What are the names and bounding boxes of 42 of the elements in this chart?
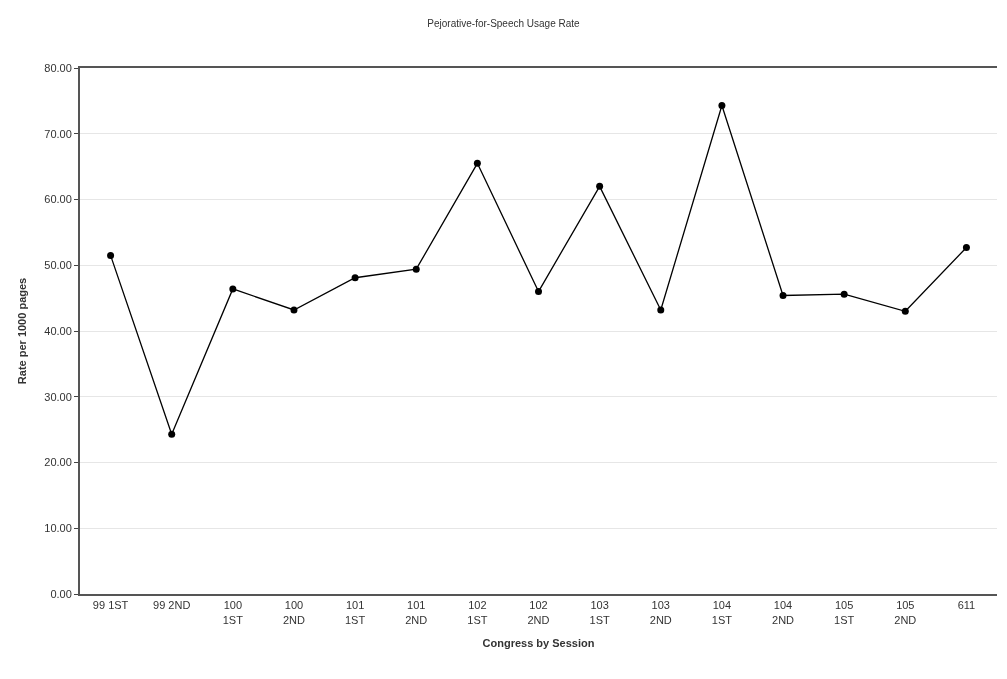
y-tick-label: 30.00	[44, 390, 72, 403]
x-tick-label: 99 1ST	[92, 599, 129, 612]
x-tick-label: 611	[957, 599, 976, 612]
y-tick-label: 60.00	[44, 193, 72, 206]
point	[535, 288, 542, 296]
x-tick-label: 101 2ND	[405, 599, 428, 626]
y-tick-label: 40.00	[44, 324, 72, 337]
x-tick-label: 105 2ND	[894, 599, 917, 626]
point	[779, 292, 787, 299]
y-tick-label: 20.00	[44, 456, 72, 469]
point	[718, 101, 726, 109]
point	[840, 290, 848, 298]
x-tick-label: 103 2ND	[649, 599, 672, 626]
x-tick-label: 102 2ND	[527, 599, 550, 626]
x-tick-label: 104 2ND	[772, 599, 795, 626]
point	[596, 182, 604, 190]
x-tick-label: 99 2ND	[153, 599, 191, 612]
x-tick-label: 102 1ST	[467, 599, 488, 626]
y-tick-label: 80.00	[44, 61, 72, 74]
point	[901, 307, 909, 315]
point	[168, 430, 176, 438]
y-tick-label: 10.00	[44, 522, 72, 535]
y-tick-label: 0.00	[50, 587, 72, 600]
x-tick-label: 105 1ST	[834, 599, 855, 626]
x-tick-label: 101 1ST	[345, 599, 366, 626]
x-tick-label: 100 2ND	[282, 599, 306, 626]
point	[290, 306, 298, 314]
chart-title: Pejorative-for-Speech Usage Rate	[427, 18, 581, 30]
y-tick-label: 70.00	[44, 127, 72, 140]
y-tick-label: 50.00	[44, 259, 72, 272]
point	[351, 274, 359, 282]
point	[657, 306, 665, 314]
x-tick-label: 104 1ST	[711, 599, 733, 626]
point	[412, 265, 420, 273]
y-axis-title: Rate per 1000 pages	[16, 277, 29, 385]
point	[107, 251, 115, 259]
x-tick-label: 103 1ST	[589, 599, 610, 626]
x-axis-title: Congress by Session	[482, 637, 595, 650]
x-tick-label: 100 1ST	[222, 599, 244, 626]
point	[229, 285, 237, 293]
point	[962, 244, 970, 251]
point	[473, 159, 481, 167]
